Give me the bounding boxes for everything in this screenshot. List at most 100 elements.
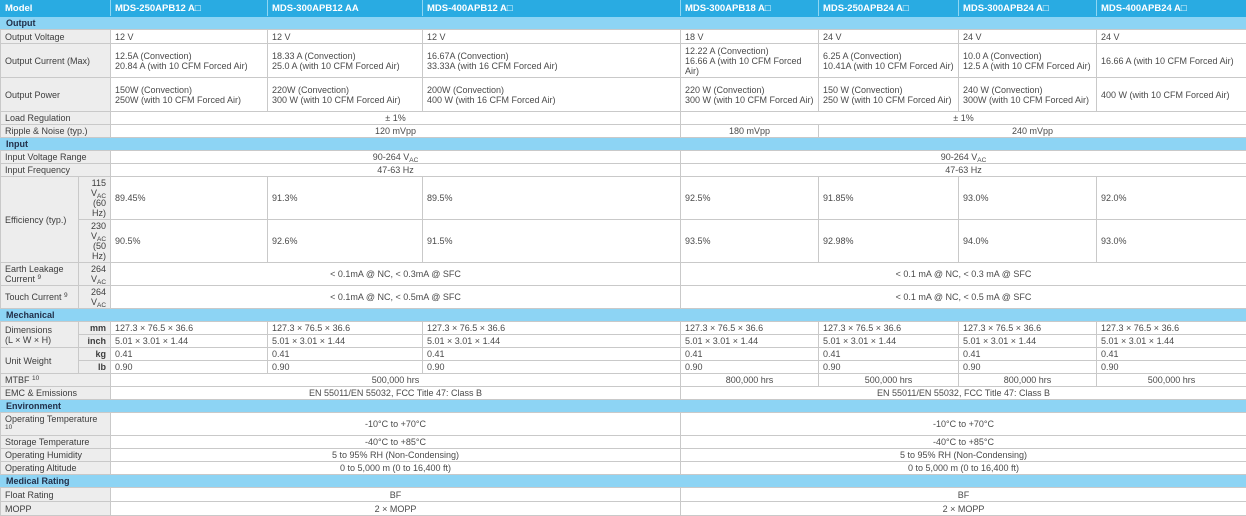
- spec-cell: 127.3 × 76.5 × 36.6: [268, 322, 423, 335]
- spec-cell: 24 V: [819, 30, 959, 44]
- spec-cell: 5 to 95% RH (Non-Condensing): [681, 449, 1246, 462]
- spec-cell: 12 V: [111, 30, 268, 44]
- row-label: Unit Weight: [1, 348, 79, 374]
- spec-cell: ± 1%: [111, 112, 681, 125]
- model-column-header: MDS-400APB24 A□: [1097, 1, 1246, 17]
- spec-cell: 0.90: [959, 361, 1097, 374]
- spec-cell: 12.5A (Convection)20.84 A (with 10 CFM F…: [111, 44, 268, 78]
- model-column-header: MDS-400APB12 A□: [423, 1, 681, 17]
- spec-cell: 93.0%: [1097, 220, 1246, 263]
- model-column-header: MDS-300APB18 A□: [681, 1, 819, 17]
- spec-cell: < 0.1mA @ NC, < 0.5mA @ SFC: [111, 286, 681, 309]
- spec-row: Efficiency (typ.)115 VAC(60 Hz)89.45%91.…: [1, 177, 1246, 220]
- spec-cell: 0.41: [681, 348, 819, 361]
- spec-cell: 12 V: [423, 30, 681, 44]
- row-sublabel: lb: [79, 361, 111, 374]
- spec-cell: 240 mVpp: [819, 125, 1246, 138]
- spec-cell: 120 mVpp: [111, 125, 681, 138]
- spec-row: Load Regulation± 1%± 1%: [1, 112, 1246, 125]
- spec-cell: 89.5%: [423, 177, 681, 220]
- row-label: Operating Temperature 10: [1, 413, 111, 436]
- spec-cell: 0 to 5,000 m (0 to 16,400 ft): [681, 462, 1246, 475]
- spec-cell: 0 to 5,000 m (0 to 16,400 ft): [111, 462, 681, 475]
- spec-row: Storage Temperature-40°C to +85°C-40°C t…: [1, 436, 1246, 449]
- spec-cell: 0.90: [268, 361, 423, 374]
- row-label: MTBF 10: [1, 374, 111, 387]
- spec-cell: 12 V: [268, 30, 423, 44]
- spec-cell: 92.98%: [819, 220, 959, 263]
- spec-cell: 16.67A (Convection)33.33A (with 16 CFM F…: [423, 44, 681, 78]
- spec-cell: -10°C to +70°C: [681, 413, 1246, 436]
- row-sublabel: inch: [79, 335, 111, 348]
- spec-cell: BF: [111, 488, 681, 502]
- row-label: Input Frequency: [1, 164, 111, 177]
- model-column-header: MDS-300APB24 A□: [959, 1, 1097, 17]
- row-sublabel: kg: [79, 348, 111, 361]
- section-row: Mechanical: [1, 309, 1246, 322]
- spec-cell: < 0.1 mA @ NC, < 0.3 mA @ SFC: [681, 263, 1246, 286]
- spec-cell: -10°C to +70°C: [111, 413, 681, 436]
- spec-cell: 127.3 × 76.5 × 36.6: [959, 322, 1097, 335]
- section-header: Input: [1, 138, 1246, 151]
- spec-cell: 93.5%: [681, 220, 819, 263]
- spec-cell: 400 W (with 10 CFM Forced Air): [1097, 78, 1246, 112]
- row-sublabel: mm: [79, 322, 111, 335]
- spec-cell: 150W (Convection)250W (with 10 CFM Force…: [111, 78, 268, 112]
- row-label: Output Voltage: [1, 30, 111, 44]
- row-label: Efficiency (typ.): [1, 177, 79, 263]
- row-label: Operating Altitude: [1, 462, 111, 475]
- spec-cell: 800,000 hrs: [681, 374, 819, 387]
- spec-cell: 5 to 95% RH (Non-Condensing): [111, 449, 681, 462]
- spec-cell: 90.5%: [111, 220, 268, 263]
- section-row: Input: [1, 138, 1246, 151]
- spec-cell: 5.01 × 3.01 × 1.44: [423, 335, 681, 348]
- model-header-label: Model: [1, 1, 111, 17]
- model-column-header: MDS-300APB12 AA: [268, 1, 423, 17]
- spec-cell: 800,000 hrs: [959, 374, 1097, 387]
- section-header: Medical Rating: [1, 475, 1246, 488]
- spec-cell: 2 × MOPP: [681, 502, 1246, 516]
- spec-cell: 5.01 × 3.01 × 1.44: [268, 335, 423, 348]
- spec-cell: 0.90: [1097, 361, 1246, 374]
- spec-cell: 150 W (Convection)250 W (with 10 CFM For…: [819, 78, 959, 112]
- spec-cell: EN 55011/EN 55032, FCC Title 47: Class B: [111, 387, 681, 400]
- spec-cell: 47-63 Hz: [681, 164, 1246, 177]
- row-sublabel: 264 VAC: [79, 286, 111, 309]
- spec-cell: 92.6%: [268, 220, 423, 263]
- spec-cell: 0.41: [268, 348, 423, 361]
- spec-cell: 93.0%: [959, 177, 1097, 220]
- row-label: Input Voltage Range: [1, 151, 111, 164]
- spec-cell: 0.41: [1097, 348, 1246, 361]
- row-label: Output Current (Max): [1, 44, 111, 78]
- spec-cell: 24 V: [959, 30, 1097, 44]
- spec-cell: 240 W (Convection)300W (with 10 CFM Forc…: [959, 78, 1097, 112]
- spec-cell: 0.90: [681, 361, 819, 374]
- spec-cell: 5.01 × 3.01 × 1.44: [819, 335, 959, 348]
- row-label: Dimensions(L × W × H): [1, 322, 79, 348]
- spec-cell: 90-264 VAC: [111, 151, 681, 164]
- spec-cell: 127.3 × 76.5 × 36.6: [111, 322, 268, 335]
- spec-cell: 90-264 VAC: [681, 151, 1246, 164]
- spec-cell: 0.41: [819, 348, 959, 361]
- row-label: Ripple & Noise (typ.): [1, 125, 111, 138]
- spec-cell: EN 55011/EN 55032, FCC Title 47: Class B: [681, 387, 1246, 400]
- spec-cell: 127.3 × 76.5 × 36.6: [681, 322, 819, 335]
- section-header: Output: [1, 17, 1246, 30]
- spec-cell: -40°C to +85°C: [111, 436, 681, 449]
- section-header: Environment: [1, 400, 1246, 413]
- spec-cell: 127.3 × 76.5 × 36.6: [819, 322, 959, 335]
- row-label: Touch Current 9: [1, 286, 79, 309]
- row-label: Storage Temperature: [1, 436, 111, 449]
- spec-cell: ± 1%: [681, 112, 1246, 125]
